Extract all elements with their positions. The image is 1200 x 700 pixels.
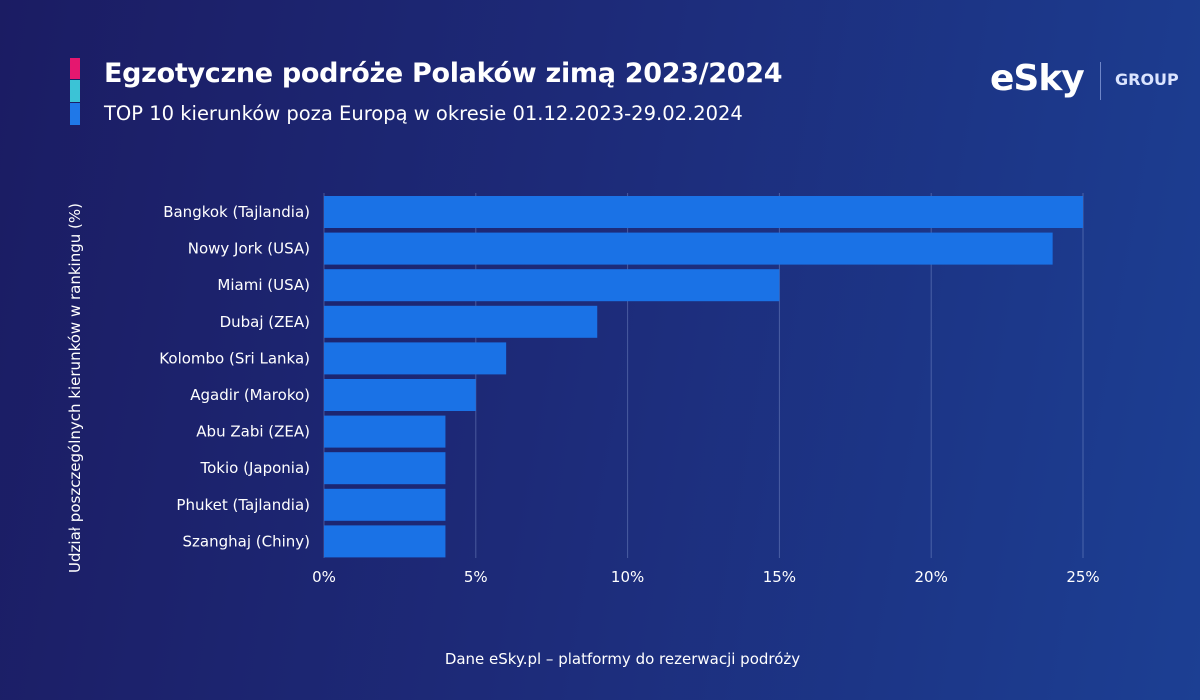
category-label: Dubaj (ZEA): [220, 313, 310, 331]
source-note: Dane eSky.pl – platformy do rezerwacji p…: [444, 650, 801, 668]
accent-blue: [70, 103, 80, 125]
chart-subtitle: TOP 10 kierunków poza Europą w okresie 0…: [104, 102, 743, 125]
bar: [324, 269, 780, 302]
category-label: Agadir (Maroko): [190, 386, 310, 404]
category-label: Kolombo (Sri Lanka): [159, 349, 310, 367]
x-tick-label: 15%: [763, 568, 796, 586]
bar: [324, 525, 446, 558]
category-label: Phuket (Tajlandia): [176, 496, 310, 514]
bar: [324, 452, 446, 485]
bar: [324, 342, 507, 375]
bar: [324, 305, 598, 338]
bar: [324, 415, 446, 448]
x-tick-label: 10%: [611, 568, 644, 586]
bar: [324, 379, 476, 411]
category-label: Abu Zabi (ZEA): [196, 423, 310, 441]
bar: [324, 488, 446, 521]
bar: [324, 232, 1053, 265]
logo-group: GROUP: [1115, 70, 1179, 89]
category-label: Nowy Jork (USA): [188, 240, 310, 258]
x-tick-label: 20%: [915, 568, 948, 586]
bar: [324, 196, 1083, 228]
x-tick-label: 0%: [312, 568, 336, 586]
category-label: Szanghaj (Chiny): [183, 532, 311, 550]
logo-divider: [1100, 62, 1101, 100]
category-label: Bangkok (Tajlandia): [163, 203, 310, 221]
esky-logo: eSky: [990, 58, 1085, 99]
category-label: Tokio (Japonia): [200, 459, 310, 477]
x-tick-label: 5%: [464, 568, 488, 586]
x-tick-label: 25%: [1066, 568, 1099, 586]
accent-cyan: [70, 80, 80, 102]
chart-title: Egzotyczne podróże Polaków zimą 2023/202…: [104, 58, 783, 89]
category-label: Miami (USA): [217, 276, 310, 294]
accent-pink: [70, 58, 80, 79]
